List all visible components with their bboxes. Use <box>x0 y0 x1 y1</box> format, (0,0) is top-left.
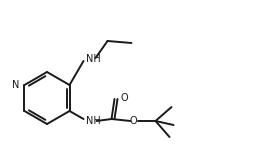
Text: NH: NH <box>86 54 100 64</box>
Text: O: O <box>130 116 137 126</box>
Text: N: N <box>12 80 20 90</box>
Text: O: O <box>120 93 128 103</box>
Text: NH: NH <box>86 116 100 126</box>
